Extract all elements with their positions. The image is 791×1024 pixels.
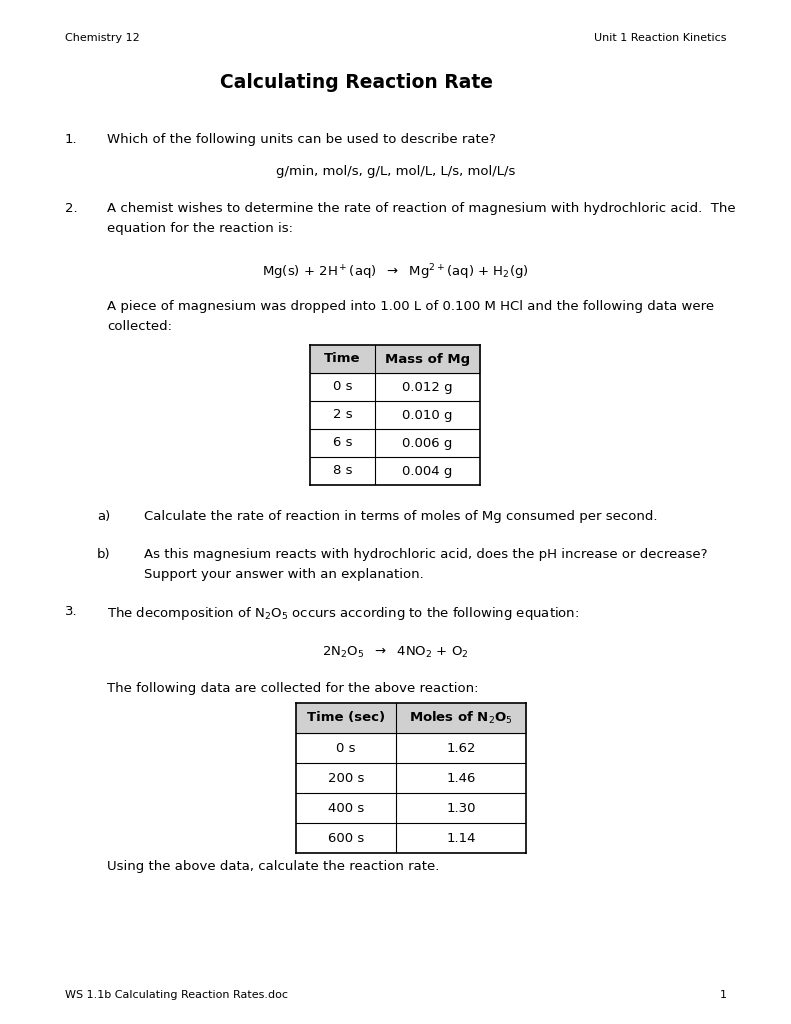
Text: 0.004 g: 0.004 g: [403, 465, 452, 477]
Text: Mg(s) + 2H$^+$(aq)  $\rightarrow$  Mg$^{2+}$(aq) + H$_2$(g): Mg(s) + 2H$^+$(aq) $\rightarrow$ Mg$^{2+…: [262, 262, 529, 282]
Text: 2.: 2.: [65, 202, 78, 215]
Text: collected:: collected:: [107, 319, 172, 333]
Text: 0.010 g: 0.010 g: [403, 409, 452, 422]
Text: a): a): [97, 510, 110, 523]
Text: 1: 1: [720, 990, 727, 1000]
Text: Unit 1 Reaction Kinetics: Unit 1 Reaction Kinetics: [595, 33, 727, 43]
Text: 1.62: 1.62: [446, 741, 475, 755]
Text: 1.14: 1.14: [446, 831, 475, 845]
Text: Calculating Reaction Rate: Calculating Reaction Rate: [207, 73, 493, 92]
Text: 0.012 g: 0.012 g: [402, 381, 452, 393]
Text: Time: Time: [324, 352, 361, 366]
Text: 8 s: 8 s: [333, 465, 352, 477]
Text: Support your answer with an explanation.: Support your answer with an explanation.: [144, 568, 424, 581]
Text: WS 1.1b Calculating Reaction Rates.doc: WS 1.1b Calculating Reaction Rates.doc: [65, 990, 288, 1000]
Text: Time (sec): Time (sec): [307, 712, 385, 725]
Text: Which of the following units can be used to describe rate?: Which of the following units can be used…: [107, 133, 496, 146]
Text: 1.: 1.: [65, 133, 78, 146]
Text: Chemistry 12: Chemistry 12: [65, 33, 140, 43]
Text: Calculate the rate of reaction in terms of moles of Mg consumed per second.: Calculate the rate of reaction in terms …: [144, 510, 657, 523]
Text: 400 s: 400 s: [328, 802, 364, 814]
Text: A chemist wishes to determine the rate of reaction of magnesium with hydrochlori: A chemist wishes to determine the rate o…: [107, 202, 736, 215]
Text: Using the above data, calculate the reaction rate.: Using the above data, calculate the reac…: [107, 860, 439, 873]
Text: Moles of N$_2$O$_5$: Moles of N$_2$O$_5$: [409, 710, 513, 726]
Text: The decomposition of N$_2$O$_5$ occurs according to the following equation:: The decomposition of N$_2$O$_5$ occurs a…: [107, 605, 579, 622]
Text: 0.006 g: 0.006 g: [403, 436, 452, 450]
Text: The following data are collected for the above reaction:: The following data are collected for the…: [107, 682, 479, 695]
Text: 3.: 3.: [65, 605, 78, 618]
Text: 1.30: 1.30: [446, 802, 475, 814]
Text: 6 s: 6 s: [333, 436, 352, 450]
Text: Worksheet 1.1: Worksheet 1.1: [68, 75, 192, 90]
Text: 2N$_2$O$_5$  $\rightarrow$  4NO$_2$ + O$_2$: 2N$_2$O$_5$ $\rightarrow$ 4NO$_2$ + O$_2…: [322, 645, 469, 660]
Text: 0 s: 0 s: [336, 741, 356, 755]
Text: 0 s: 0 s: [333, 381, 352, 393]
Text: g/min, mol/s, g/L, mol/L, L/s, mol/L/s: g/min, mol/s, g/L, mol/L, L/s, mol/L/s: [276, 165, 515, 178]
Text: As this magnesium reacts with hydrochloric acid, does the pH increase or decreas: As this magnesium reacts with hydrochlor…: [144, 548, 707, 561]
Text: A piece of magnesium was dropped into 1.00 L of 0.100 M HCl and the following da: A piece of magnesium was dropped into 1.…: [107, 300, 714, 313]
Text: b): b): [97, 548, 111, 561]
Text: 1.46: 1.46: [446, 771, 475, 784]
Text: 200 s: 200 s: [327, 771, 364, 784]
Text: equation for the reaction is:: equation for the reaction is:: [107, 222, 293, 234]
Text: 600 s: 600 s: [328, 831, 364, 845]
Text: Mass of Mg: Mass of Mg: [385, 352, 470, 366]
Text: 2 s: 2 s: [333, 409, 352, 422]
